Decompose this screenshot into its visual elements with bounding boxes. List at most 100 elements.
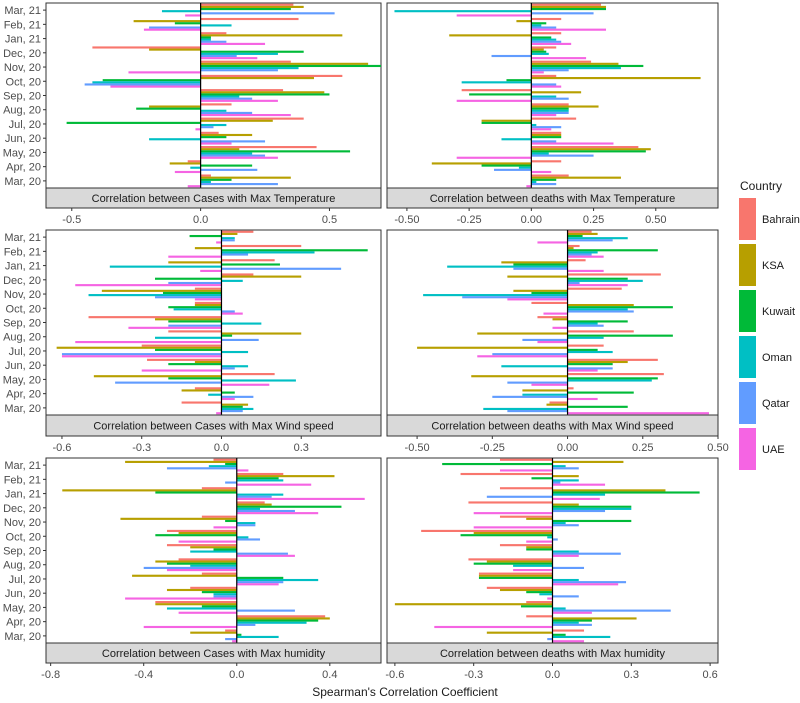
bar-qatar-dec-20 — [491, 54, 532, 58]
bar-qatar-jul-20 — [200, 126, 214, 129]
legend-key-ksa — [739, 244, 756, 286]
bar-qatar-may-20 — [236, 609, 295, 612]
bar-kuwait-oct-20 — [506, 79, 532, 82]
bar-bahrain-jan-21 — [567, 259, 586, 262]
bar-oman-mar-20 — [200, 180, 211, 184]
bar-bahrain-jun-20 — [147, 358, 222, 361]
legend-items: Bahrain KSA Kuwait Oman Qatar UAE — [739, 198, 800, 470]
bar-kuwait-apr-20 — [481, 164, 532, 167]
bar-bahrain-oct-20 — [166, 529, 237, 532]
bar-ksa-jul-20 — [481, 119, 532, 122]
bar-qatar-jul-20 — [552, 581, 627, 584]
bar-bahrain-dec-20 — [567, 273, 661, 276]
bar-oman-nov-20 — [236, 522, 256, 525]
bar-bahrain-may-20 — [221, 373, 275, 376]
bar-kuwait-jan-21 — [531, 36, 552, 39]
bar-qatar-mar-21 — [221, 239, 235, 242]
facet-strip — [45, 187, 382, 209]
bar-ksa-may-20 — [531, 148, 651, 151]
bar-ksa-mar-20 — [190, 631, 237, 634]
bar-bahrain-nov-20 — [567, 287, 622, 290]
bar-uae-feb-21 — [168, 255, 222, 258]
bar-ksa-jan-21 — [62, 489, 237, 492]
bar-ksa-may-20 — [200, 148, 240, 151]
bar-oman-nov-20 — [200, 67, 299, 70]
bar-oman-mar-20 — [236, 635, 279, 639]
bar-uae-jun-20 — [547, 597, 553, 600]
bar-uae-feb-21 — [143, 28, 201, 31]
bar-uae-apr-20 — [221, 397, 235, 401]
bar-ksa-oct-20 — [200, 77, 314, 80]
bar-kuwait-feb-21 — [567, 249, 658, 252]
bar-oman-dec-20 — [567, 279, 643, 282]
bar-ksa-feb-21 — [516, 20, 532, 23]
bar-qatar-jan-21 — [236, 495, 272, 498]
x-tick-label: 0.00 — [521, 214, 542, 226]
bar-uae-dec-20 — [236, 512, 319, 515]
bar-qatar-aug-20 — [552, 566, 585, 569]
bar-qatar-feb-21 — [552, 481, 561, 484]
bar-uae-jan-21 — [531, 42, 572, 45]
legend-title: Country — [740, 179, 782, 193]
bar-bahrain-feb-21 — [460, 472, 553, 476]
bar-kuwait-feb-21 — [174, 22, 201, 25]
bar-ksa-may-20 — [155, 603, 237, 606]
bar-oman-jul-20 — [567, 350, 613, 354]
bar-oman-apr-20 — [552, 621, 579, 624]
legend-key-bahrain — [739, 198, 756, 240]
bar-bahrain-jan-21 — [531, 32, 562, 35]
bar-uae-oct-20 — [178, 540, 237, 543]
bar-uae-feb-21 — [531, 28, 607, 31]
bar-bahrain-nov-20 — [194, 287, 222, 290]
bar-qatar-mar-20 — [225, 638, 237, 641]
bar-kuwait-mar-20 — [200, 178, 232, 181]
bar-kuwait-mar-21 — [531, 7, 607, 11]
y-tick-label: Apr, 20 — [6, 617, 41, 629]
bar-oman-mar-21 — [394, 10, 532, 13]
bar-uae-mar-20 — [216, 412, 222, 415]
bar-uae-feb-21 — [236, 483, 312, 486]
bar-bahrain-dec-20 — [531, 46, 557, 49]
bar-oman-aug-20 — [567, 336, 604, 339]
bar-ksa-apr-20 — [169, 162, 201, 165]
bar-bahrain-mar-21 — [499, 458, 553, 461]
bar-uae-jul-20 — [236, 583, 279, 586]
bar-kuwait-jul-20 — [567, 348, 598, 351]
panel-frame — [386, 229, 719, 416]
bar-qatar-sep-20 — [236, 552, 288, 555]
bar-bahrain-apr-20 — [531, 160, 562, 163]
bar-ksa-jun-20 — [166, 588, 237, 592]
bar-qatar-oct-20 — [552, 538, 558, 541]
bar-kuwait-aug-20 — [531, 107, 569, 110]
bar-uae-sep-20 — [552, 554, 579, 557]
legend: Country Bahrain KSA Kuwait Oman Qatar UAE — [739, 179, 800, 470]
bar-qatar-sep-20 — [531, 97, 569, 100]
facet-strip — [45, 642, 382, 664]
bar-qatar-jan-21 — [221, 267, 342, 270]
bar-uae-oct-20 — [221, 312, 243, 315]
bar-uae-oct-20 — [531, 85, 562, 88]
bar-uae-dec-20 — [200, 57, 258, 60]
bar-ksa-nov-20 — [101, 289, 222, 292]
facet-strip-label: Correlation between deaths with Max Temp… — [430, 193, 676, 205]
bar-uae-oct-20 — [110, 85, 201, 88]
bar-oman-mar-21 — [221, 237, 235, 240]
bar-ksa-jan-21 — [552, 489, 666, 492]
bar-oman-sep-20 — [200, 95, 240, 98]
bar-uae-nov-20 — [213, 526, 237, 529]
bar-bahrain-mar-21 — [213, 458, 237, 461]
bar-ksa-apr-20 — [552, 617, 637, 620]
bar-oman-oct-20 — [173, 308, 222, 311]
bar-uae-jul-20 — [195, 128, 201, 131]
y-tick-label: Jun, 20 — [5, 588, 41, 600]
bar-qatar-oct-20 — [84, 83, 201, 86]
bar-bahrain-feb-21 — [567, 244, 580, 248]
bar-bahrain-sep-20 — [499, 544, 553, 547]
bar-oman-dec-20 — [236, 507, 261, 510]
bar-bahrain-aug-20 — [468, 558, 553, 561]
bar-ksa-mar-21 — [567, 232, 598, 235]
bar-qatar-nov-20 — [236, 524, 256, 527]
bar-bahrain-mar-20 — [549, 401, 568, 404]
bar-oman-oct-20 — [236, 536, 249, 539]
bar-qatar-jun-20 — [531, 140, 557, 143]
